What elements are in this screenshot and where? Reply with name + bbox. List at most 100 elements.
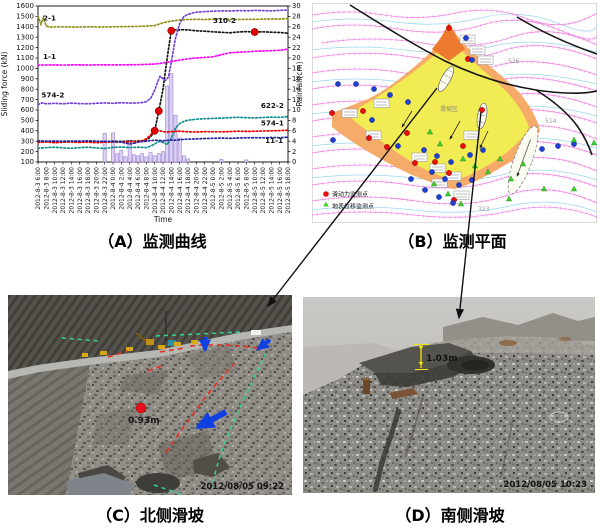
- svg-text:0: 0: [292, 158, 296, 166]
- borehole-point: [429, 169, 435, 175]
- point-label-box: [341, 108, 358, 118]
- svg-text:2012-8-5 10:00: 2012-8-5 10:00: [252, 167, 259, 214]
- y-axis-title-left: Sliding force (kN): [0, 52, 9, 117]
- svg-text:1500: 1500: [16, 13, 34, 21]
- sliding-force-point: [384, 144, 390, 150]
- series-label-11-1: 11-1: [265, 136, 283, 145]
- svg-text:2012-8-4 6:00: 2012-8-4 6:00: [135, 167, 142, 210]
- rainfall-bar: [131, 154, 136, 163]
- displacement-point: [496, 155, 504, 162]
- tension-crack: [372, 408, 402, 492]
- svg-text:500: 500: [21, 117, 34, 125]
- svg-text:2012-8-3 6:00: 2012-8-3 6:00: [35, 167, 42, 210]
- rainfall-bar: [136, 155, 140, 163]
- svg-text:1100: 1100: [16, 54, 34, 62]
- svg-text:2: 2: [292, 148, 296, 156]
- svg-text:2012-8-5 6:00: 2012-8-5 6:00: [235, 167, 242, 210]
- point-label-box: [373, 98, 390, 108]
- bench-label-514: 514: [545, 118, 557, 125]
- svg-text:2012-8-4 14:00: 2012-8-4 14:00: [169, 167, 176, 214]
- excavator-boom: [135, 332, 147, 342]
- panel-monitoring-plan: 滑坡区 526 514 323 滑动力监测点 地表位移监测点: [311, 2, 600, 224]
- svg-text:1400: 1400: [16, 23, 34, 31]
- movement-arrows-blue: [194, 337, 272, 430]
- monitoring-plan-map: 滑坡区 526 514 323 滑动力监测点 地表位移监测点: [311, 2, 600, 224]
- svg-text:2012-8-4 0:00: 2012-8-4 0:00: [110, 167, 117, 210]
- slide-zone-north: [437, 66, 455, 92]
- debris-slope: [66, 332, 292, 495]
- displacement-point: [507, 175, 515, 182]
- svg-text:4: 4: [292, 137, 296, 145]
- rainfall-bar: [181, 155, 186, 163]
- bench-label-526: 526: [508, 58, 520, 65]
- borehole-point: [555, 143, 561, 149]
- south-landslide-photo: 1.03m 2012/08/05 10:23: [303, 297, 595, 493]
- sliding-force-point: [432, 159, 438, 165]
- series-622-2: [37, 115, 289, 150]
- bench-road: [8, 325, 292, 379]
- upper-benches: [8, 295, 292, 371]
- svg-text:700: 700: [21, 96, 34, 104]
- rainfall-bar: [144, 156, 149, 163]
- gravel-mound: [303, 336, 595, 493]
- svg-text:20: 20: [292, 54, 301, 62]
- excavator-icon: [146, 339, 154, 345]
- rainfall-bar: [161, 151, 165, 163]
- svg-text:1300: 1300: [16, 33, 34, 41]
- caption-a: （A）监测曲线: [98, 232, 207, 251]
- truck-icon: [158, 345, 165, 349]
- boulders: [66, 453, 230, 495]
- monument-post: [363, 379, 370, 394]
- svg-text:26: 26: [292, 23, 301, 31]
- white-vehicle-icon: [251, 330, 261, 335]
- panel-north-landslide-photo: 0.93m 2012/08/05 09:22: [8, 295, 292, 496]
- series-1-1: [37, 48, 289, 66]
- point-label-box: [469, 45, 486, 55]
- container-icon: [168, 340, 176, 346]
- borehole-point: [448, 159, 454, 165]
- displacement-marker-dot: [135, 402, 147, 414]
- rainfall-bar: [177, 137, 182, 163]
- borehole-point: [434, 153, 440, 159]
- sliding-force-point: [329, 110, 335, 116]
- caption-d: （D）南侧滑坡: [395, 506, 505, 525]
- svg-text:1200: 1200: [16, 44, 34, 52]
- borehole-point: [335, 81, 341, 87]
- svg-text:2012-8-5 8:00: 2012-8-5 8:00: [244, 167, 251, 210]
- borehole-point: [421, 147, 427, 153]
- series-label-2-1: 2-1: [43, 13, 56, 22]
- svg-text:30: 30: [292, 2, 301, 10]
- rainfall-bar: [173, 114, 178, 163]
- borehole-point: [442, 176, 448, 182]
- rust-patch: [559, 336, 571, 342]
- photo-timestamp: 2012/08/05 09:22: [200, 482, 284, 492]
- drill-mast: [165, 311, 167, 341]
- svg-text:2012-8-5 16:00: 2012-8-5 16:00: [277, 167, 284, 214]
- svg-text:600: 600: [21, 106, 34, 114]
- svg-text:2012-8-4 4:00: 2012-8-4 4:00: [127, 167, 134, 210]
- svg-text:2012-8-3 18:00: 2012-8-3 18:00: [85, 167, 92, 214]
- series-label-622-2: 622-2: [261, 101, 284, 110]
- borehole-point: [469, 57, 475, 63]
- point-label-box: [463, 130, 480, 140]
- caption-b: （B）监测平面: [398, 232, 507, 251]
- borehole-point: [456, 182, 462, 188]
- borehole-point: [353, 81, 359, 87]
- svg-text:2012-8-5 0:00: 2012-8-5 0:00: [210, 167, 217, 210]
- svg-text:2012-8-4 10:00: 2012-8-4 10:00: [152, 167, 159, 214]
- distant-mountains: [443, 313, 595, 341]
- svg-text:18: 18: [292, 65, 301, 73]
- event-point: [154, 107, 163, 115]
- point-label-box: [477, 55, 494, 65]
- svg-text:2012-8-3 10:00: 2012-8-3 10:00: [52, 167, 59, 214]
- monument-post-top: [363, 377, 370, 381]
- dimension-annotation: 1.03m: [414, 344, 458, 370]
- svg-text:2012-8-4 8:00: 2012-8-4 8:00: [144, 167, 151, 210]
- borehole-point: [422, 187, 428, 193]
- area-label: 滑坡区: [440, 105, 458, 113]
- svg-text:16: 16: [292, 75, 301, 83]
- truck-icon: [191, 340, 198, 344]
- x-axis-title: Time: [153, 215, 173, 224]
- panel-south-landslide-photo: 1.03m 2012/08/05 10:23: [303, 297, 595, 493]
- borehole-point: [469, 177, 475, 183]
